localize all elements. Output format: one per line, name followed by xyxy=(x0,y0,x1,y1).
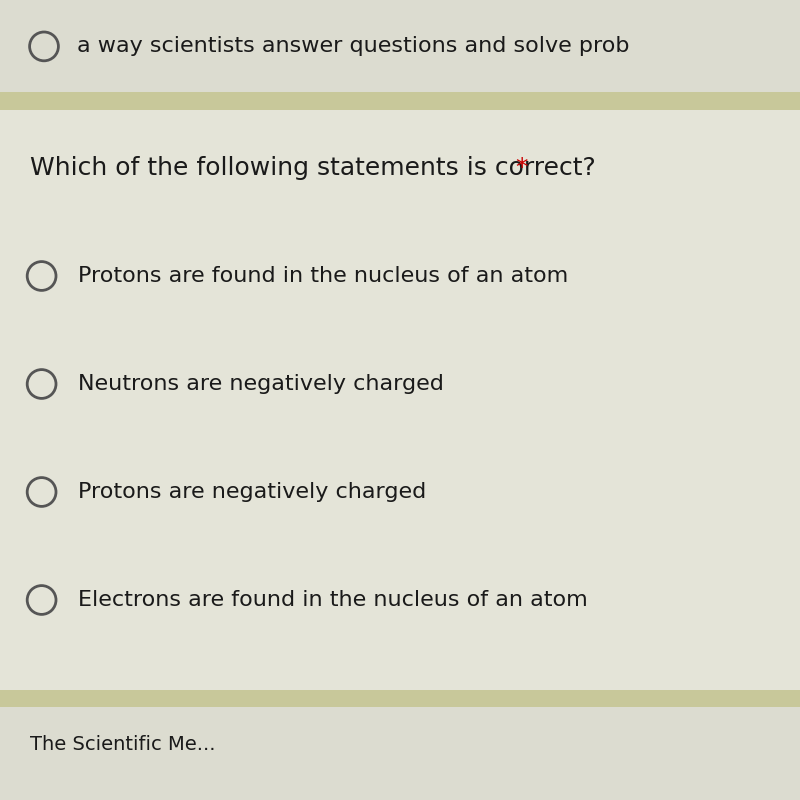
Text: a way scientists answer questions and solve prob: a way scientists answer questions and so… xyxy=(77,37,630,57)
Bar xyxy=(0,110,800,690)
Text: Electrons are found in the nucleus of an atom: Electrons are found in the nucleus of an… xyxy=(78,590,588,610)
Bar xyxy=(0,92,800,110)
Text: Protons are negatively charged: Protons are negatively charged xyxy=(78,482,426,502)
Text: Which of the following statements is correct?: Which of the following statements is cor… xyxy=(30,156,604,180)
Text: *: * xyxy=(515,156,527,180)
Bar xyxy=(0,707,800,800)
Text: Protons are found in the nucleus of an atom: Protons are found in the nucleus of an a… xyxy=(78,266,569,286)
Text: The Scientific Me...: The Scientific Me... xyxy=(30,734,216,754)
Text: Neutrons are negatively charged: Neutrons are negatively charged xyxy=(78,374,444,394)
Bar xyxy=(0,0,800,92)
Bar xyxy=(0,690,800,707)
